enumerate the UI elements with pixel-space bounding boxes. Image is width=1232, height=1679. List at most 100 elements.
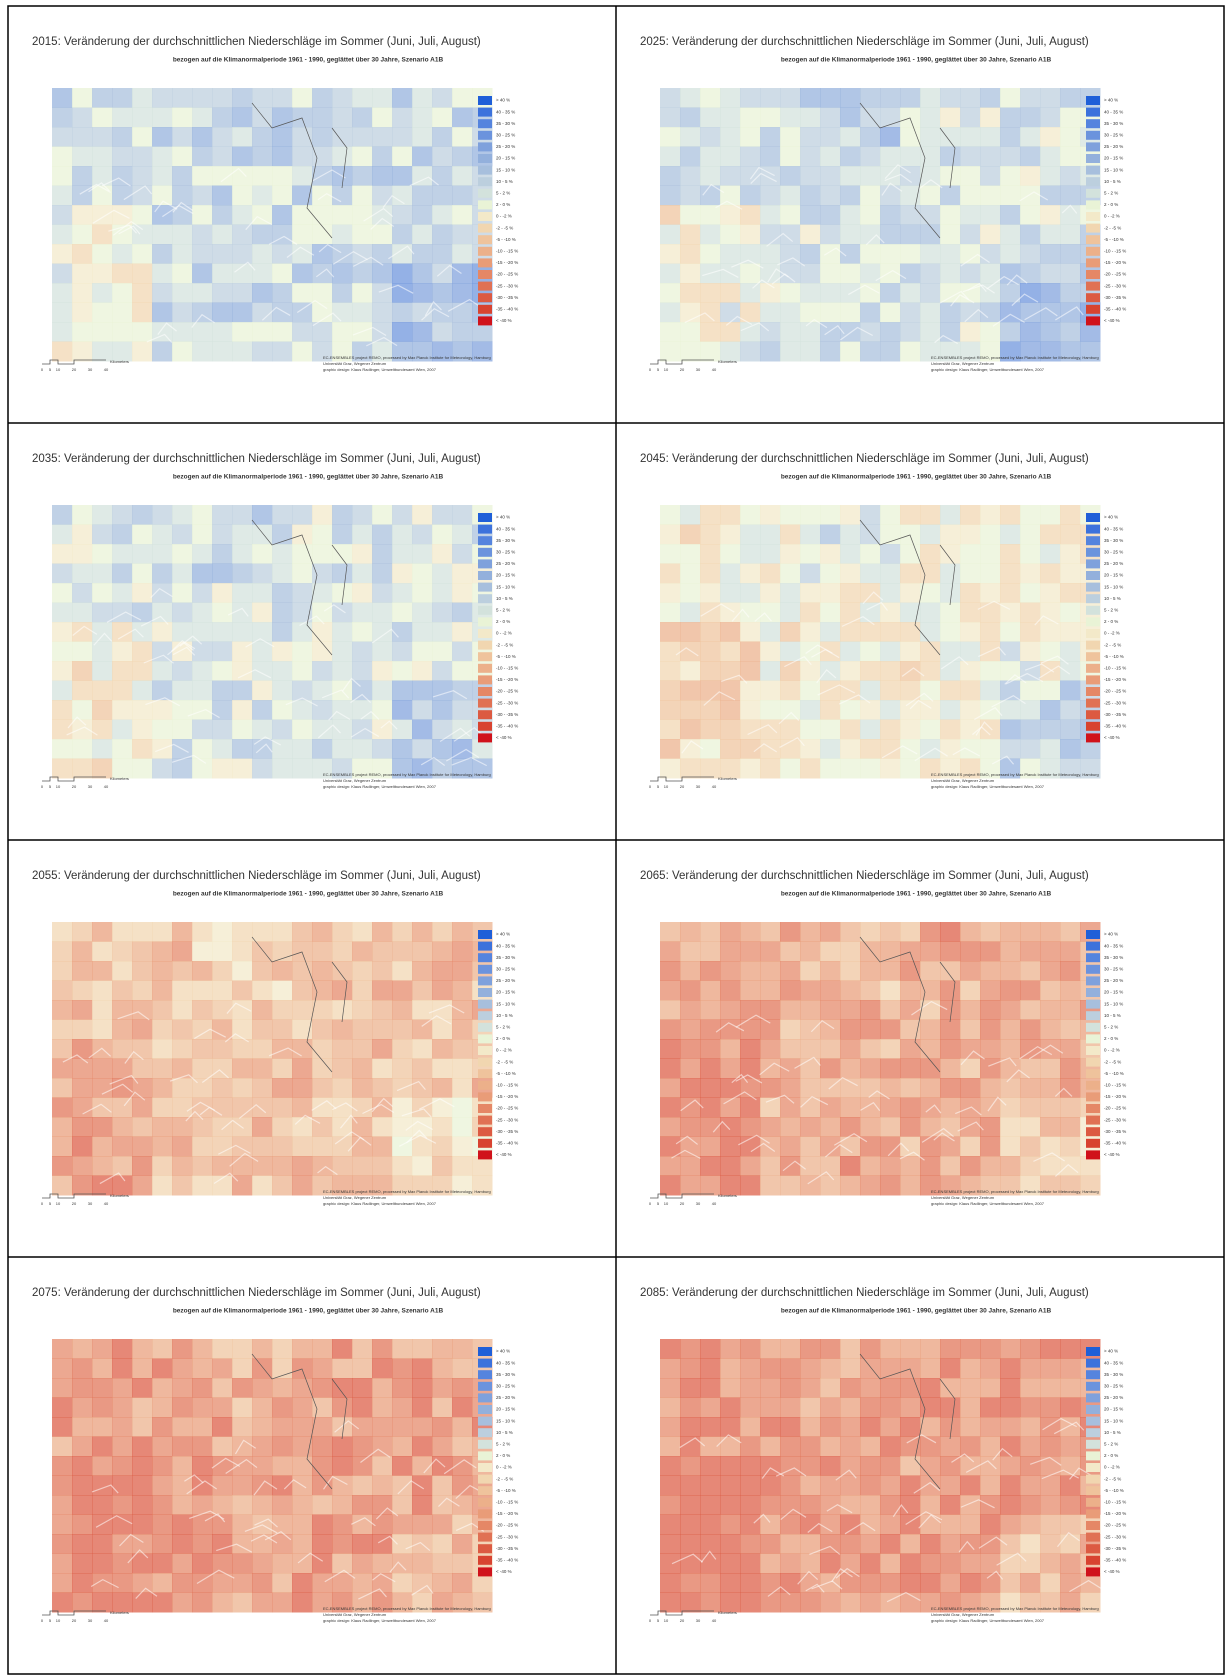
map-cell	[780, 642, 801, 662]
map-cell	[760, 544, 781, 564]
map-cell	[292, 1137, 313, 1157]
scale-unit: Kilometers	[718, 1193, 737, 1198]
map-cell	[252, 700, 273, 720]
map-cell	[352, 661, 373, 681]
map-cell	[312, 108, 333, 128]
map-cell	[332, 283, 353, 303]
legend-label: -30 - -35 %	[496, 295, 518, 300]
map-cell	[800, 225, 821, 245]
scale-tick-label: 20	[72, 1618, 77, 1623]
map-cell	[840, 342, 861, 362]
map-cell	[72, 1476, 93, 1496]
map-cell	[680, 147, 701, 167]
map-cell	[920, 1098, 941, 1118]
map-cell	[720, 981, 741, 1001]
map-cell	[272, 1593, 293, 1613]
map-cell	[660, 564, 681, 584]
map-cell	[192, 1534, 213, 1554]
map-cell	[412, 1156, 433, 1176]
map-cell	[292, 583, 313, 603]
map-cell	[1020, 244, 1041, 264]
map-cell	[680, 1098, 701, 1118]
map-cell	[232, 1020, 253, 1040]
map-cell	[392, 1456, 413, 1476]
map-cell	[272, 1437, 293, 1457]
map-cell	[1000, 1456, 1021, 1476]
map-cell	[132, 1000, 153, 1020]
map-cell	[880, 759, 901, 779]
map-cell	[860, 922, 881, 942]
map-cell	[980, 1156, 1001, 1176]
credit-line: Universität Graz, Wegener Zentrum	[323, 1612, 387, 1617]
legend-label: -15 - -20 %	[1104, 677, 1126, 682]
legend-label: 35 - 30 %	[1104, 955, 1123, 960]
map-cell	[780, 147, 801, 167]
map-cell	[700, 981, 721, 1001]
panel-subtitle: bezogen auf die Klimanormalperiode 1961 …	[173, 57, 444, 64]
map-cell	[880, 1476, 901, 1496]
map-cell	[52, 1098, 73, 1118]
map-cell	[332, 1000, 353, 1020]
map-cell	[820, 981, 841, 1001]
map-cell	[880, 505, 901, 525]
map-cell	[412, 1039, 433, 1059]
map-cell	[660, 1137, 681, 1157]
map-cell	[700, 661, 721, 681]
map-cell	[412, 681, 433, 701]
map-cell	[800, 186, 821, 206]
map-cell	[1040, 1398, 1061, 1418]
legend-label: -10 - -15 %	[496, 248, 518, 253]
map-cell	[1060, 147, 1081, 167]
legend-label: 5 - 2 %	[496, 607, 510, 612]
map-cell	[312, 1339, 333, 1359]
map-cell	[780, 1020, 801, 1040]
map-cell	[52, 1495, 73, 1515]
map-cell	[1020, 1020, 1041, 1040]
map-cell	[720, 961, 741, 981]
map-cell	[800, 88, 821, 108]
map-cell	[92, 1359, 113, 1379]
map-cell	[172, 1534, 193, 1554]
map-cell	[172, 147, 193, 167]
map-cell	[760, 1573, 781, 1593]
map-cell	[1000, 1339, 1021, 1359]
map-cell	[860, 700, 881, 720]
map-cell	[700, 1534, 721, 1554]
legend-label: -5 - -10 %	[496, 237, 516, 242]
map-cell	[800, 205, 821, 225]
map-cell	[192, 720, 213, 740]
map-cell	[432, 322, 453, 342]
map-cell	[960, 700, 981, 720]
legend-swatch	[478, 536, 492, 545]
map-cell	[192, 225, 213, 245]
map-cell	[780, 88, 801, 108]
legend-swatch	[1086, 1081, 1100, 1090]
map-cell	[272, 1417, 293, 1437]
map-cell	[700, 1156, 721, 1176]
map-cell	[52, 525, 73, 545]
map-cell	[232, 942, 253, 962]
map-cell	[92, 583, 113, 603]
map-cell	[392, 1417, 413, 1437]
map-cell	[332, 88, 353, 108]
legend-label: -2 - -5 %	[496, 1059, 513, 1064]
legend-swatch	[478, 1521, 492, 1530]
map-cell	[1040, 525, 1061, 545]
map-cell	[332, 544, 353, 564]
map-cell	[452, 244, 473, 264]
map-cell	[660, 661, 681, 681]
legend-label: > 40 %	[1104, 932, 1118, 937]
legend-label: -2 - -5 %	[496, 225, 513, 230]
legend-label: > 40 %	[1104, 1349, 1118, 1354]
map-cell	[312, 205, 333, 225]
map-cell	[1060, 981, 1081, 1001]
map-cell	[680, 1515, 701, 1535]
map-cell	[132, 1515, 153, 1535]
map-cell	[740, 1437, 761, 1457]
map-cell	[372, 544, 393, 564]
map-cell	[820, 603, 841, 623]
map-cell	[72, 1456, 93, 1476]
legend-label: < -40 %	[496, 318, 512, 323]
map-cell	[352, 1554, 373, 1574]
map-cell	[412, 661, 433, 681]
